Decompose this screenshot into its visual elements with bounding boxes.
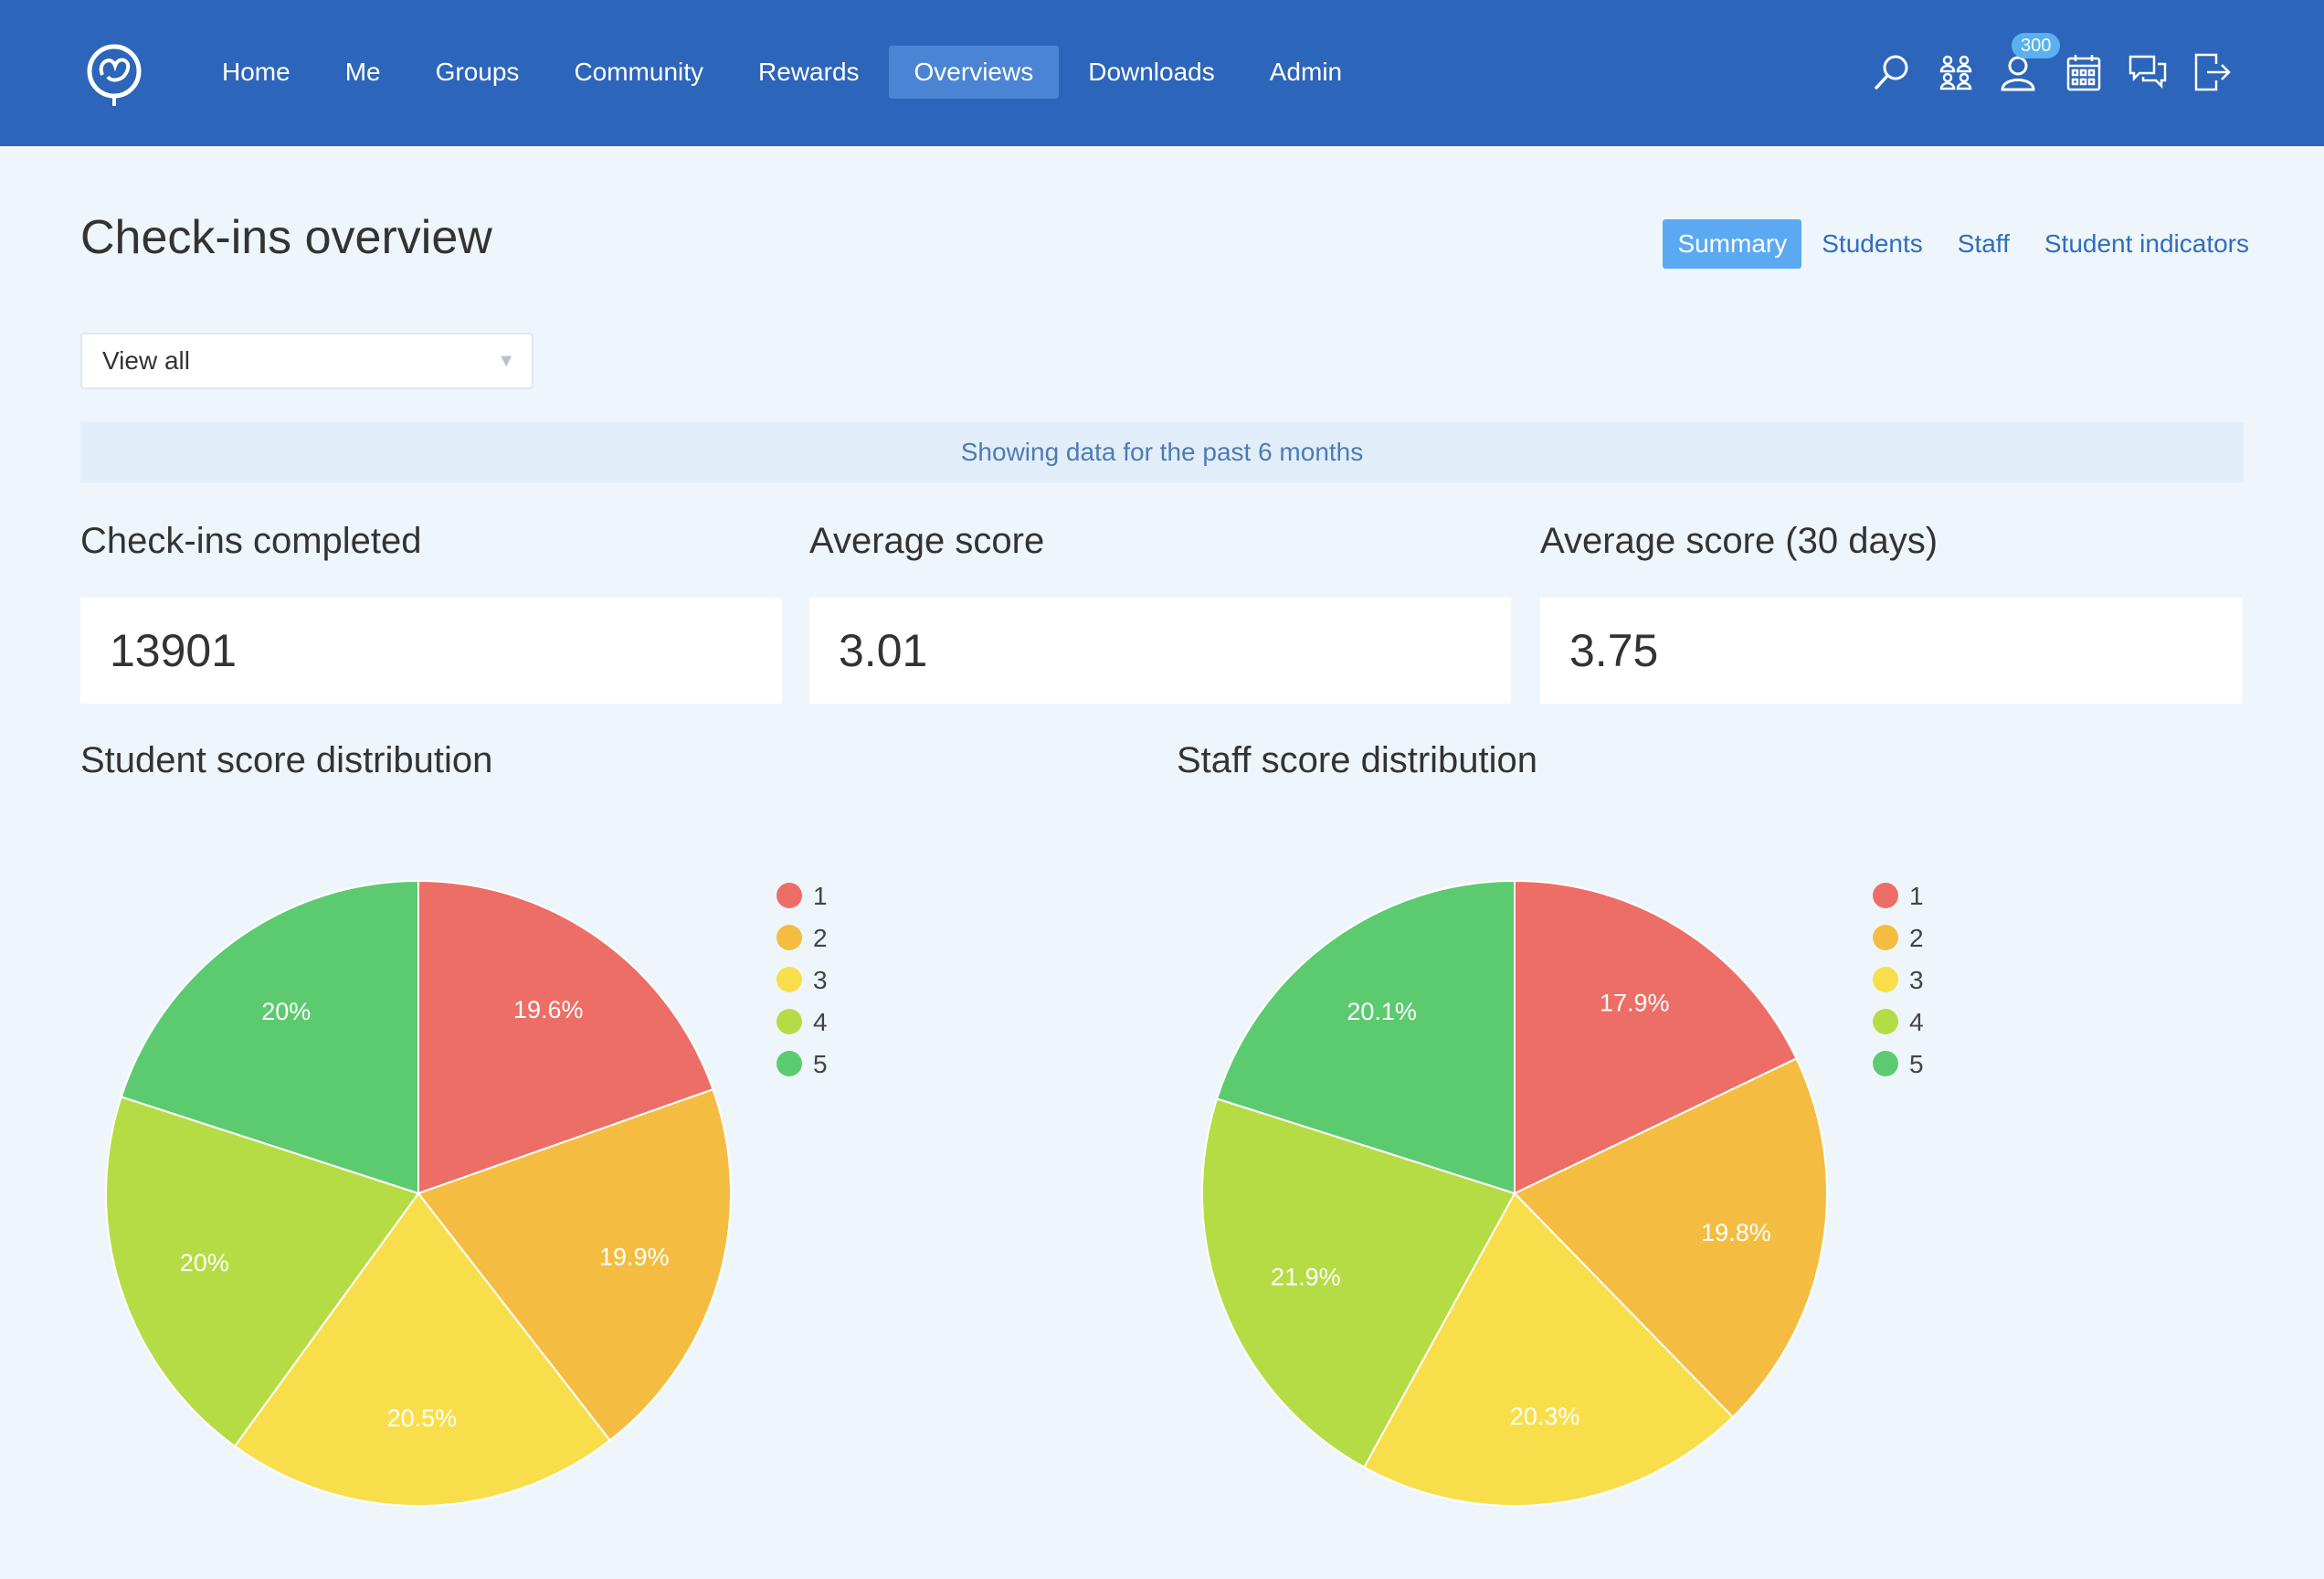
student-pie-slice-5[interactable]	[120, 879, 419, 1195]
staff-slice-label-2: 19.8%	[1701, 1219, 1771, 1246]
staff-legend-label-1[interactable]: 1	[1909, 882, 1924, 910]
student-slice-label-1: 19.6%	[513, 996, 584, 1023]
staff-legend-label-2[interactable]: 2	[1909, 924, 1924, 952]
staff-slice-label-3: 20.3%	[1510, 1403, 1580, 1430]
nav-admin[interactable]: Admin	[1269, 58, 1343, 86]
student-pie-slice-4[interactable]	[105, 1096, 420, 1448]
nav-home[interactable]: Home	[222, 58, 290, 86]
staff-pie-slice-5[interactable]	[1215, 879, 1516, 1195]
staff-pie-slice-2[interactable]	[1513, 1057, 1828, 1419]
app-logo-icon[interactable]	[80, 40, 148, 108]
dropdown-arrow-icon: ▼	[497, 351, 515, 371]
top-nav-bar: Home Me Groups Community Rewards Overvie…	[0, 0, 2324, 146]
staff-legend-label-3[interactable]: 3	[1909, 966, 1924, 994]
tab-students[interactable]: Students	[1822, 229, 1923, 258]
student-score-pie-chart: 19.6% 19.9% 20.5% 20% 20% 1 2 3 4 5	[105, 879, 828, 1507]
filter-select-value: View all	[102, 346, 190, 375]
student-legend-swatch-4[interactable]	[776, 1009, 802, 1034]
student-pie-slice-3[interactable]	[233, 1192, 612, 1507]
nav-groups[interactable]: Groups	[435, 58, 520, 86]
staff-chart-title: Staff score distribution	[1177, 740, 1538, 780]
student-slice-label-3: 20.5%	[387, 1404, 458, 1432]
profile-icon[interactable]: 300	[1999, 33, 2061, 93]
student-pie-slice-2[interactable]	[417, 1087, 732, 1442]
stat-label-average-score: Average score	[809, 521, 1045, 561]
groups-icon[interactable]	[1935, 51, 1977, 93]
staff-pie-slice-3[interactable]	[1362, 1192, 1735, 1507]
search-icon[interactable]	[1871, 51, 1913, 93]
student-legend-label-1[interactable]: 1	[813, 882, 828, 910]
chat-icon[interactable]	[2127, 51, 2169, 93]
student-chart-title: Student score distribution	[80, 740, 493, 780]
staff-legend-label-5[interactable]: 5	[1909, 1050, 1924, 1078]
staff-legend-swatch-4[interactable]	[1873, 1009, 1898, 1034]
student-slice-label-5: 20%	[261, 998, 311, 1025]
tab-summary[interactable]: Summary	[1663, 219, 1802, 269]
tab-staff[interactable]: Staff	[1957, 229, 2010, 258]
student-legend-label-3[interactable]: 3	[813, 966, 828, 994]
header-icons: 300	[1871, 33, 2233, 99]
nav-community[interactable]: Community	[574, 58, 704, 86]
student-slice-label-2: 19.9%	[599, 1243, 670, 1270]
staff-slice-label-1: 17.9%	[1600, 990, 1670, 1017]
date-range-info: Showing data for the past 6 months	[80, 422, 2244, 482]
stat-label-checkins: Check-ins completed	[80, 521, 422, 561]
notification-badge: 300	[2012, 33, 2061, 58]
stat-value-average-score-30-days: 3.75	[1540, 598, 2242, 704]
staff-legend-swatch-3[interactable]	[1873, 967, 1898, 992]
student-legend-swatch-3[interactable]	[776, 967, 802, 992]
student-slice-label-4: 20%	[180, 1249, 229, 1277]
nav-me[interactable]: Me	[344, 58, 381, 86]
main-nav: Home Me Groups Community Rewards Overvie…	[196, 46, 1368, 99]
staff-slice-label-4: 21.9%	[1271, 1263, 1341, 1290]
staff-slice-label-5: 20.1%	[1347, 998, 1417, 1025]
page-title: Check-ins overview	[80, 211, 492, 264]
staff-legend-swatch-5[interactable]	[1873, 1051, 1898, 1076]
stat-value-checkins: 13901	[80, 598, 782, 704]
stat-label-average-score-30-days: Average score (30 days)	[1540, 521, 1938, 561]
staff-pie-slice-1[interactable]	[1514, 879, 1798, 1195]
student-legend-swatch-2[interactable]	[776, 925, 802, 950]
view-tabs: Summary Students Staff Student indicator…	[1663, 219, 2264, 269]
staff-score-pie-chart: 17.9% 19.8% 20.3% 21.9% 20.1% 1 2 3 4 5	[1201, 879, 1924, 1507]
tab-student-indicators[interactable]: Student indicators	[2044, 229, 2249, 258]
filter-select[interactable]: View all ▼	[80, 333, 533, 389]
staff-pie-slice-4[interactable]	[1201, 1097, 1516, 1469]
nav-downloads[interactable]: Downloads	[1088, 58, 1215, 86]
student-legend-label-2[interactable]: 2	[813, 924, 828, 952]
logout-icon[interactable]	[2191, 51, 2233, 93]
calendar-icon[interactable]	[2063, 51, 2105, 93]
student-legend-label-4[interactable]: 4	[813, 1008, 828, 1036]
staff-legend-swatch-2[interactable]	[1873, 925, 1898, 950]
staff-legend-label-4[interactable]: 4	[1909, 1008, 1924, 1036]
student-legend-label-5[interactable]: 5	[813, 1050, 828, 1078]
nav-overviews[interactable]: Overviews	[888, 46, 1060, 99]
staff-legend-swatch-1[interactable]	[1873, 883, 1898, 908]
student-legend-swatch-1[interactable]	[776, 883, 802, 908]
stat-value-average-score: 3.01	[809, 598, 1511, 704]
student-legend-swatch-5[interactable]	[776, 1051, 802, 1076]
nav-rewards[interactable]: Rewards	[758, 58, 860, 86]
